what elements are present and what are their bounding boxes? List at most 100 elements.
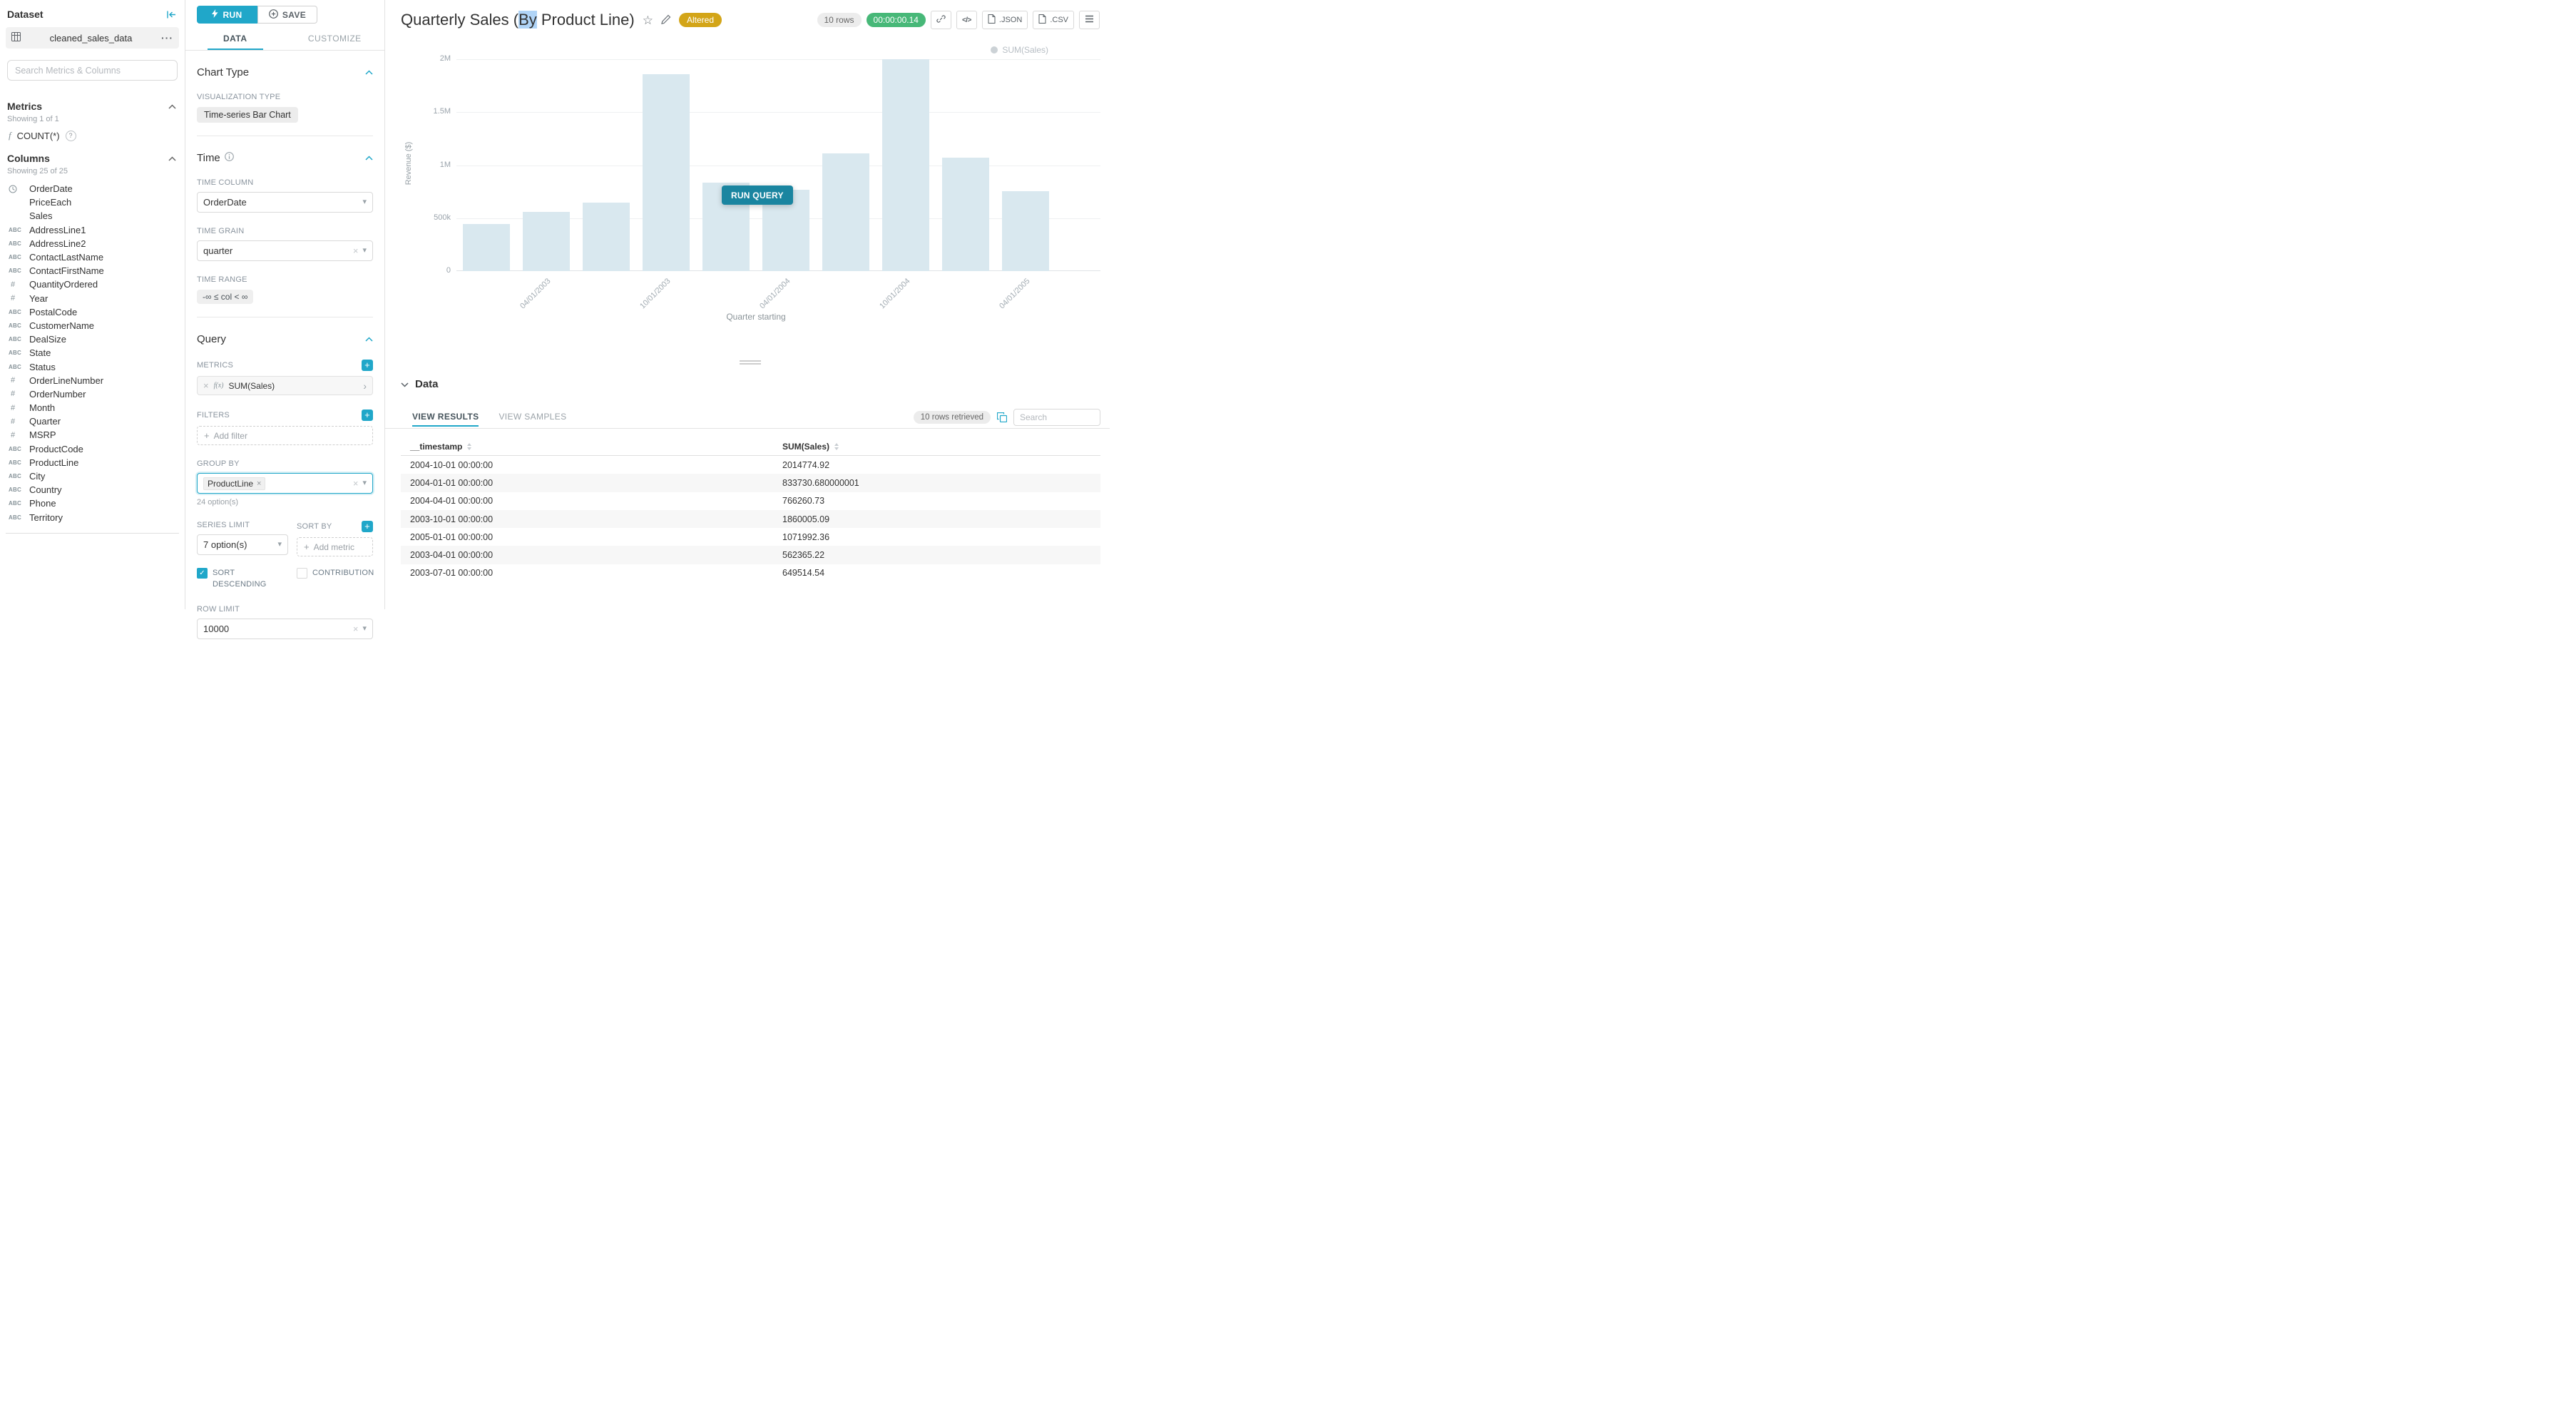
- visualization-type-value[interactable]: Time-series Bar Chart: [197, 107, 298, 123]
- embed-code-button[interactable]: </>: [956, 11, 977, 29]
- remove-icon[interactable]: ×: [257, 479, 262, 488]
- metrics-label: METRICS: [197, 361, 234, 370]
- help-icon[interactable]: ?: [65, 130, 76, 141]
- export-json-button[interactable]: .JSON: [981, 11, 1028, 29]
- tab-customize[interactable]: CUSTOMIZE: [307, 34, 362, 44]
- column-item[interactable]: ABC AddressLine1: [0, 223, 185, 237]
- edit-pencil-icon[interactable]: [661, 14, 671, 26]
- column-name: Status: [29, 361, 56, 372]
- series-limit-select[interactable]: 7 option(s) ▾: [197, 534, 288, 555]
- chart-menu-button[interactable]: [1079, 11, 1100, 29]
- checkbox-checked-icon: ✓: [197, 568, 208, 579]
- chart-resize-handle[interactable]: [740, 359, 761, 365]
- bar: [822, 153, 869, 271]
- time-column-select[interactable]: OrderDate ▾: [197, 192, 373, 213]
- metric-item[interactable]: f COUNT(*) ?: [0, 123, 185, 141]
- add-sort-metric-button[interactable]: +: [362, 521, 373, 532]
- legend-item[interactable]: SUM(Sales): [991, 45, 1048, 55]
- column-item[interactable]: OrderDate: [0, 182, 185, 195]
- favorite-star-icon[interactable]: ☆: [642, 13, 653, 27]
- cell-sum-sales: 1860005.09: [782, 514, 830, 524]
- export-csv-button[interactable]: .CSV: [1033, 11, 1074, 29]
- clear-icon[interactable]: ×: [352, 245, 359, 256]
- column-item[interactable]: ABC ProductCode: [0, 442, 185, 456]
- collapse-sidebar-icon[interactable]: [166, 10, 176, 19]
- column-item[interactable]: ABC PostalCode: [0, 305, 185, 319]
- query-section-title: Query: [197, 333, 226, 345]
- column-item[interactable]: ABC State: [0, 346, 185, 360]
- column-item[interactable]: # QuantityOrdered: [0, 278, 185, 291]
- column-header-timestamp[interactable]: __timestamp: [401, 442, 782, 452]
- x-tick-label: 04/01/2005: [998, 277, 1032, 311]
- cell-timestamp: 2004-01-01 00:00:00: [410, 477, 494, 488]
- add-metric-button[interactable]: +: [362, 360, 373, 371]
- column-item[interactable]: ABC Territory: [0, 511, 185, 524]
- chevron-right-icon[interactable]: ›: [363, 380, 367, 392]
- column-item[interactable]: # Month: [0, 401, 185, 414]
- page-title[interactable]: Quarterly Sales (By Product Line): [401, 11, 635, 29]
- column-item[interactable]: ABC ContactLastName: [0, 250, 185, 264]
- time-grain-select[interactable]: quarter × ▾: [197, 240, 373, 261]
- chevron-up-icon[interactable]: [168, 156, 176, 161]
- tab-data[interactable]: DATA: [185, 29, 285, 50]
- column-item[interactable]: ABC CustomerName: [0, 319, 185, 332]
- chevron-down-icon[interactable]: [401, 379, 409, 390]
- column-item[interactable]: PriceEach: [0, 195, 185, 209]
- series-limit-label: SERIES LIMIT: [197, 521, 250, 529]
- column-item[interactable]: ABC City: [0, 469, 185, 483]
- table-row: 2004-10-01 00:00:00 2014774.92: [401, 456, 1100, 474]
- search-metrics-columns-input[interactable]: [7, 60, 178, 81]
- chevron-up-icon[interactable]: [365, 337, 373, 342]
- column-name: City: [29, 471, 46, 482]
- sort-descending-checkbox[interactable]: ✓ SORT DESCENDING: [197, 568, 288, 591]
- dataset-menu-button[interactable]: ···: [161, 32, 173, 44]
- column-item[interactable]: ABC Country: [0, 483, 185, 497]
- clear-icon[interactable]: ×: [352, 623, 359, 634]
- column-item[interactable]: ABC AddressLine2: [0, 237, 185, 250]
- dataset-selector[interactable]: cleaned_sales_data ···: [6, 27, 179, 49]
- add-filter-dropzone[interactable]: + Add filter: [197, 426, 373, 445]
- clear-icon[interactable]: ×: [352, 478, 359, 489]
- info-icon[interactable]: [224, 152, 234, 164]
- add-sort-metric-dropzone[interactable]: + Add metric: [297, 537, 373, 556]
- tab-view-results[interactable]: VIEW RESULTS: [412, 407, 479, 427]
- column-item[interactable]: ABC DealSize: [0, 332, 185, 346]
- x-tick-label: 04/01/2004: [758, 277, 792, 311]
- column-item[interactable]: # OrderLineNumber: [0, 374, 185, 387]
- run-button[interactable]: RUN: [197, 6, 257, 24]
- column-item[interactable]: # Quarter: [0, 414, 185, 428]
- column-name: Month: [29, 402, 56, 414]
- group-by-select[interactable]: ProductLine × × ▾: [197, 473, 373, 494]
- column-header-sum-sales[interactable]: SUM(Sales): [782, 442, 1100, 452]
- sort-icon[interactable]: [834, 443, 839, 450]
- column-name: Country: [29, 484, 62, 496]
- table-row: 2005-01-01 00:00:00 1071992.36: [401, 528, 1100, 546]
- chevron-up-icon[interactable]: [365, 70, 373, 75]
- copy-icon[interactable]: [997, 412, 1007, 422]
- run-query-button[interactable]: RUN QUERY: [722, 185, 793, 205]
- add-filter-button[interactable]: +: [362, 410, 373, 421]
- time-range-value[interactable]: -∞ ≤ col < ∞: [197, 290, 254, 304]
- share-link-button[interactable]: [930, 11, 951, 29]
- column-item[interactable]: # MSRP: [0, 428, 185, 442]
- row-limit-select[interactable]: 10000 × ▾: [197, 618, 373, 639]
- column-item[interactable]: # Year: [0, 292, 185, 305]
- save-button[interactable]: SAVE: [257, 6, 317, 24]
- sort-icon[interactable]: [467, 443, 472, 450]
- column-item[interactable]: ABC ProductLine: [0, 456, 185, 469]
- chevron-up-icon[interactable]: [168, 103, 176, 109]
- metrics-section-title: Metrics: [7, 101, 43, 112]
- column-item[interactable]: ABC Phone: [0, 497, 185, 510]
- tab-view-samples[interactable]: VIEW SAMPLES: [499, 412, 567, 422]
- altered-badge[interactable]: Altered: [678, 13, 722, 27]
- metric-option[interactable]: × f(x) SUM(Sales) ›: [197, 376, 373, 395]
- contribution-checkbox[interactable]: CONTRIBUTION: [297, 568, 374, 579]
- group-by-chip[interactable]: ProductLine ×: [203, 477, 266, 490]
- column-item[interactable]: ABC Status: [0, 360, 185, 373]
- results-search-input[interactable]: [1013, 409, 1100, 426]
- remove-icon[interactable]: ×: [203, 380, 209, 391]
- column-item[interactable]: ABC ContactFirstName: [0, 264, 185, 278]
- column-item[interactable]: # OrderNumber: [0, 387, 185, 401]
- column-item[interactable]: Sales: [0, 209, 185, 223]
- chevron-up-icon[interactable]: [365, 156, 373, 161]
